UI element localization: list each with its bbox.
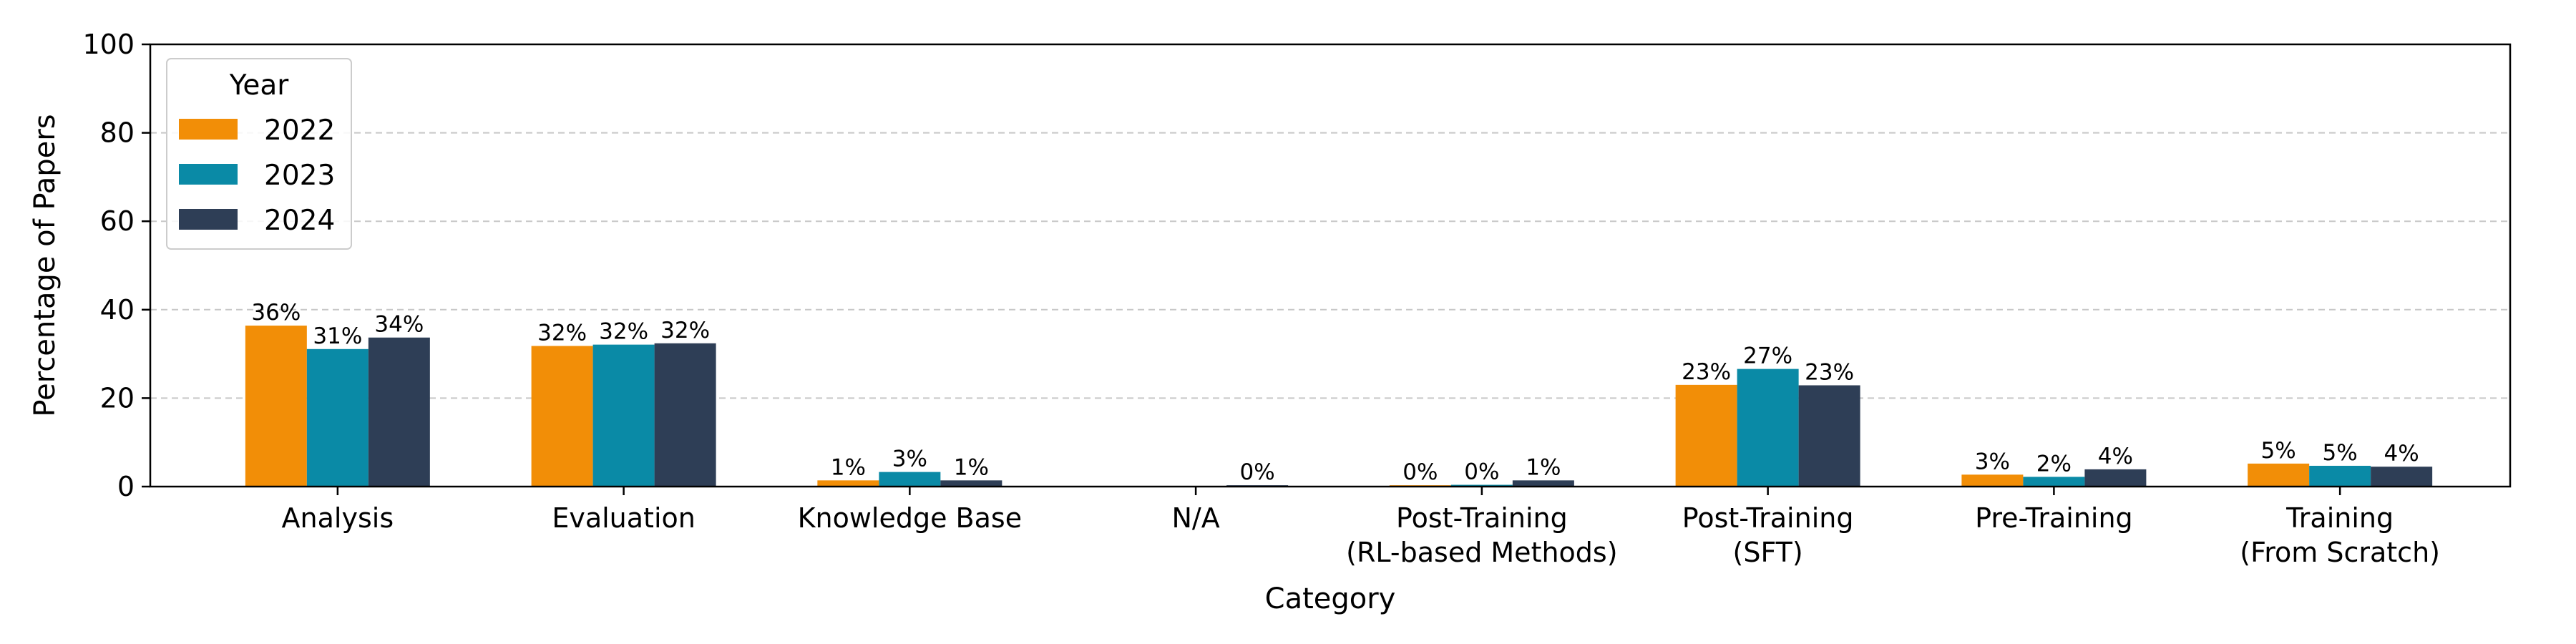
bar-data-label: 4% (2384, 441, 2419, 467)
bar-2022-1 (531, 346, 593, 487)
bar-data-label: 1% (831, 454, 866, 480)
legend-label-2024: 2024 (264, 205, 335, 237)
x-tick-label: Training (2285, 502, 2394, 534)
y-axis-ticks: 0 20 40 60 80 100 (82, 29, 150, 502)
y-tick-label: 40 (100, 294, 135, 326)
legend-label-2022: 2022 (264, 114, 335, 147)
bar-labels: 36% 31% 34% 32% 32% 32% 1% 3% 1% 0% 0% 0% 1% 23% 27% 23… (251, 300, 2419, 485)
bar-2024-7 (2371, 467, 2433, 487)
y-tick-label: 100 (82, 29, 135, 60)
bar-2022-6 (1961, 474, 2024, 487)
bar-2024-6 (2084, 469, 2147, 487)
y-tick-label: 0 (117, 471, 135, 502)
x-axis-ticks: Analysis Evaluation Knowledge Base N/A Post-… (282, 487, 2440, 568)
bar-data-label: 0% (1240, 459, 1275, 485)
bars (245, 326, 2433, 487)
legend-items: 2022 2023 2024 (179, 114, 335, 237)
legend: Year 2022 2023 2024 (166, 58, 352, 250)
bar-2023-6 (2023, 477, 2085, 487)
bar-data-label: 5% (2323, 440, 2358, 466)
bar-2022-7 (2248, 463, 2310, 487)
bar-data-label: 0% (1464, 459, 1499, 485)
x-tick-label: Analysis (282, 502, 394, 534)
x-tick-label: Pre-Training (1975, 502, 2133, 534)
bar-2023-7 (2309, 465, 2371, 487)
legend-title: Year (229, 69, 290, 102)
bar-2024-4 (1512, 480, 1574, 487)
legend-box (166, 58, 352, 250)
bar-data-label: 32% (660, 318, 710, 343)
y-tick-label: 80 (100, 117, 135, 149)
bar-2023-5 (1737, 369, 1799, 487)
y-axis-title: Percentage of Papers (29, 114, 62, 416)
legend-swatch-2022 (179, 119, 238, 140)
bar-data-label: 2% (2036, 451, 2072, 477)
bar-2022-0 (245, 326, 307, 487)
x-tick-label: Knowledge Base (798, 502, 1023, 534)
bar-data-label: 1% (954, 454, 989, 480)
grid-lines (150, 132, 2510, 399)
legend-swatch-2023 (179, 164, 238, 185)
x-tick-label: Post-Training (1682, 502, 1854, 534)
legend-swatch-2024 (179, 209, 238, 230)
bar-data-label: 1% (1526, 454, 1561, 480)
y-tick-label: 20 (100, 382, 135, 414)
x-tick-label: N/A (1171, 502, 1219, 534)
bar-2024-1 (654, 343, 716, 487)
bar-data-label: 4% (2098, 444, 2133, 469)
bar-data-label: 23% (1805, 359, 1854, 385)
x-tick-label: (RL-based Methods) (1346, 537, 1617, 568)
bar-data-label: 32% (537, 320, 587, 346)
bar-2024-5 (1798, 385, 1860, 487)
plot-frame (149, 43, 2512, 488)
bar-data-label: 32% (599, 319, 648, 345)
x-tick-label: Post-Training (1396, 502, 1568, 534)
bar-2024-2 (940, 480, 1002, 487)
legend-label-2023: 2023 (264, 160, 335, 192)
bar-2022-5 (1675, 384, 1737, 487)
bar-data-label: 3% (1975, 449, 2010, 474)
x-tick-label: Evaluation (552, 502, 696, 534)
bar-data-label: 36% (251, 300, 301, 326)
bar-data-label: 31% (313, 323, 362, 349)
bar-2022-2 (817, 480, 879, 487)
bar-data-label: 5% (2261, 438, 2296, 464)
bar-data-label: 34% (374, 312, 424, 338)
y-tick-label: 60 (100, 205, 135, 237)
bar-2023-1 (592, 344, 655, 487)
x-tick-label: (From Scratch) (2240, 537, 2440, 568)
bar-2023-0 (306, 348, 369, 487)
x-tick-label: (SFT) (1733, 537, 1803, 568)
bar-data-label: 27% (1743, 343, 1792, 369)
bar-data-label: 3% (892, 447, 927, 472)
x-axis-title: Category (1265, 582, 1396, 615)
bar-2024-0 (368, 337, 430, 487)
bar-2023-2 (879, 472, 941, 487)
bar-data-label: 23% (1682, 359, 1731, 385)
bar-data-label: 0% (1402, 459, 1438, 485)
